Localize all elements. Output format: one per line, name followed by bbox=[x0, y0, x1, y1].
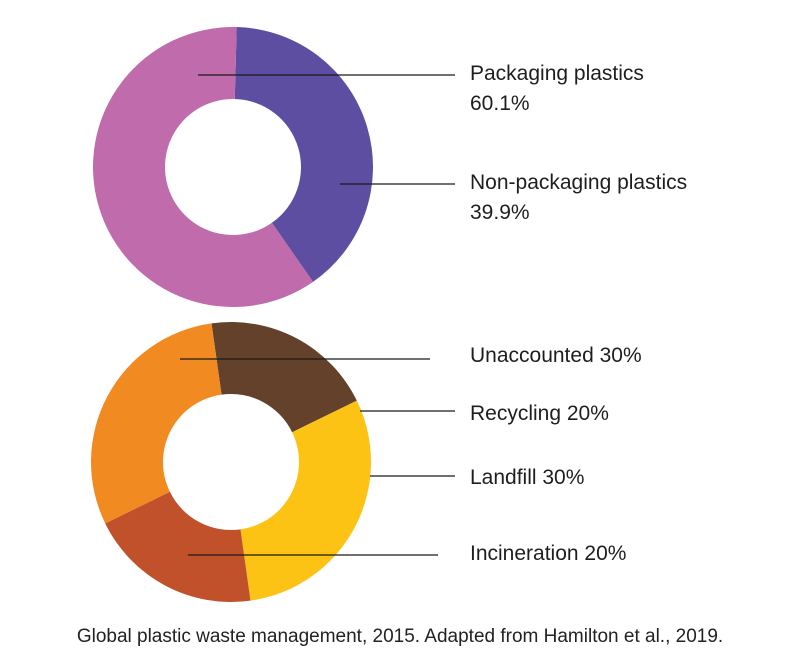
donut-slice-landfill bbox=[240, 400, 371, 601]
slice-label-packaging-plastics: Packaging plastics bbox=[470, 62, 644, 85]
donut-slice-recycling bbox=[211, 322, 357, 433]
donut-slice-incineration bbox=[105, 491, 251, 602]
donut-chart-plastic-types: Packaging plastics 60.1% Non-packaging pla… bbox=[93, 26, 687, 307]
slice-label-packaging-plastics-value: 60.1% bbox=[470, 92, 530, 115]
slice-label-unaccounted: Unaccounted 30% bbox=[470, 344, 642, 367]
slice-label-landfill: Landfill 30% bbox=[470, 466, 584, 489]
donut-slice-packaging-plastics bbox=[93, 26, 314, 307]
slice-label-recycling: Recycling 20% bbox=[470, 402, 609, 425]
slice-label-non-packaging-plastics: Non-packaging plastics bbox=[470, 171, 687, 194]
figure-caption: Global plastic waste management, 2015. A… bbox=[76, 626, 724, 647]
slice-label-non-packaging-plastics-value: 39.9% bbox=[470, 201, 530, 224]
donut-slice-unaccounted bbox=[91, 323, 222, 524]
donut-chart-waste-management: Unaccounted 30% Recycling 20% Landfill 30%… bbox=[91, 322, 642, 602]
donut-slice-non-packaging-plastics bbox=[234, 27, 373, 282]
slice-label-incineration: Incineration 20% bbox=[470, 542, 626, 565]
